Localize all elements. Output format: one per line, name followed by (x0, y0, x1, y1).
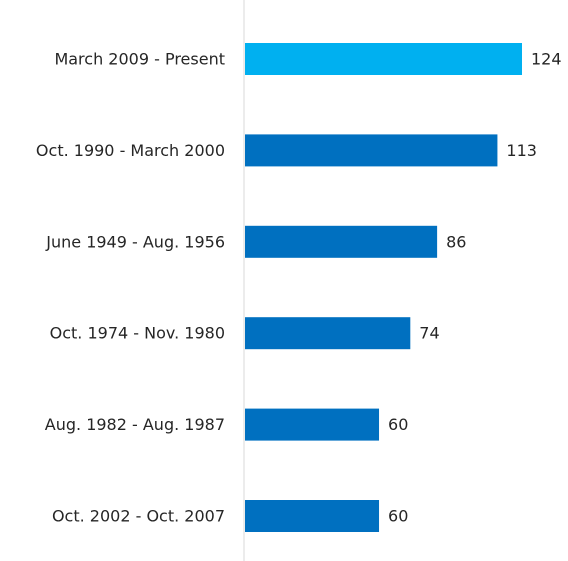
value-label-6: 60 (388, 507, 408, 526)
bar-4 (245, 317, 411, 350)
category-labels: March 2009 - Present Oct. 1990 - March 20… (36, 50, 225, 526)
value-label-2: 113 (506, 141, 537, 160)
category-label-1: March 2009 - Present (54, 50, 225, 69)
category-label-3: June 1949 - Aug. 1956 (45, 232, 225, 251)
category-label-5: Aug. 1982 - Aug. 1987 (45, 415, 225, 434)
category-label-6: Oct. 2002 - Oct. 2007 (52, 507, 225, 526)
value-label-5: 60 (388, 415, 408, 434)
bar-1 (245, 43, 522, 75)
bar-2 (245, 134, 498, 167)
value-label-3: 86 (446, 232, 466, 251)
value-label-1: 124 (531, 50, 562, 69)
bar-5 (245, 408, 380, 441)
category-label-4: Oct. 1974 - Nov. 1980 (50, 324, 225, 343)
value-labels: 124 113 86 74 60 60 (388, 50, 562, 526)
bar-6 (245, 500, 380, 532)
bars (245, 43, 522, 532)
bar-3 (245, 225, 438, 258)
category-label-2: Oct. 1990 - March 2000 (36, 141, 225, 160)
value-label-4: 74 (419, 324, 439, 343)
